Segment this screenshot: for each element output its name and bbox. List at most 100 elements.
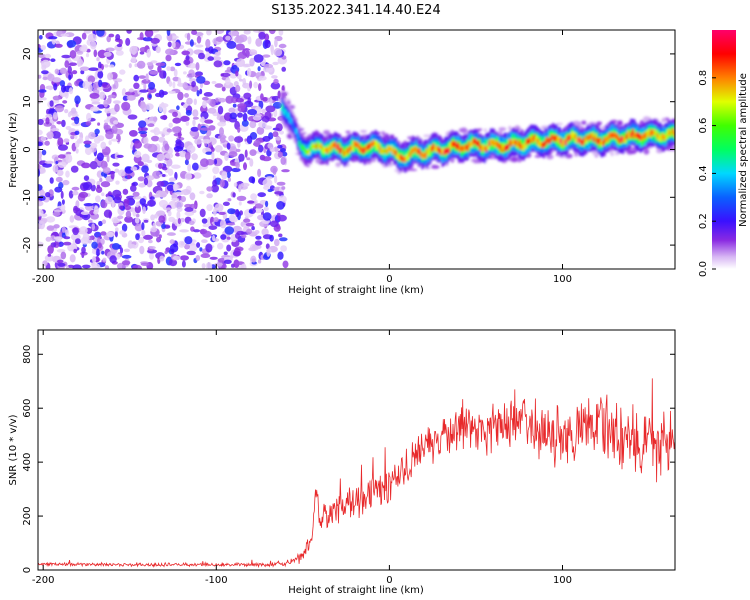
x-tick-label: -100 <box>205 274 228 285</box>
heatmap-cell <box>96 170 104 178</box>
heatmap-cell <box>110 170 115 180</box>
heatmap-cell <box>171 164 181 169</box>
heatmap-cell <box>443 149 446 156</box>
heatmap-cell <box>321 147 324 154</box>
heatmap-cell <box>134 223 143 232</box>
heatmap-cell <box>380 148 384 155</box>
heatmap-cell <box>371 141 374 147</box>
heatmap-cell <box>47 73 55 82</box>
heatmap-cell <box>269 234 274 242</box>
heatmap-cell <box>220 72 231 77</box>
heatmap-cell <box>135 201 139 208</box>
heatmap-cell <box>62 100 68 104</box>
heatmap-cell <box>38 168 41 177</box>
heatmap-cell <box>279 130 284 135</box>
heatmap-cell <box>262 178 273 187</box>
heatmap-cell <box>55 105 64 113</box>
heatmap-cell <box>179 229 190 233</box>
heatmap-cell <box>563 138 566 145</box>
spectrogram-x-label: Height of straight line (km) <box>288 285 424 296</box>
heatmap-cell <box>166 158 173 167</box>
heatmap-cell <box>105 131 114 140</box>
heatmap-cell <box>135 233 140 241</box>
heatmap-cell <box>261 115 270 123</box>
heatmap-cell <box>189 192 196 201</box>
heatmap-cell <box>411 148 415 154</box>
heatmap-cell <box>272 167 277 175</box>
heatmap-cell <box>265 105 276 113</box>
heatmap-cell <box>577 121 581 127</box>
heatmap-cell <box>643 148 650 155</box>
heatmap-cell <box>281 151 288 157</box>
heatmap-cell <box>138 130 148 134</box>
heatmap-cell <box>208 46 214 54</box>
heatmap-cell <box>644 132 647 139</box>
heatmap-cell <box>275 123 283 132</box>
heatmap-cell <box>249 149 257 157</box>
heatmap-cell <box>454 141 457 147</box>
heatmap-cell <box>362 148 365 154</box>
heatmap-cell <box>112 162 120 167</box>
heatmap-cell <box>165 54 172 62</box>
heatmap-cell <box>192 109 199 118</box>
heatmap-cell <box>53 236 63 240</box>
heatmap-cell <box>191 72 196 78</box>
y-tick-label: 400 <box>22 453 33 472</box>
heatmap-cell <box>88 67 99 71</box>
heatmap-cell <box>177 91 184 101</box>
heatmap-cell <box>508 138 511 145</box>
heatmap-cell <box>559 138 563 145</box>
heatmap-cell <box>636 132 639 144</box>
heatmap-cell <box>185 109 192 116</box>
heatmap-cell <box>62 179 70 186</box>
heatmap-cell <box>138 120 147 128</box>
heatmap-cell <box>229 86 237 96</box>
heatmap-cell <box>450 141 454 147</box>
heatmap-cell <box>277 144 283 149</box>
heatmap-cell <box>232 192 236 198</box>
heatmap-cell <box>633 132 636 139</box>
heatmap-cell <box>253 139 261 148</box>
heatmap-cell <box>83 140 92 145</box>
heatmap-cell <box>136 60 146 69</box>
heatmap-cell <box>363 146 366 153</box>
heatmap-cell <box>301 144 304 150</box>
heatmap-cell <box>228 214 236 222</box>
heatmap-cell <box>522 144 525 151</box>
heatmap-cell <box>379 147 382 154</box>
heatmap-cell <box>159 70 167 79</box>
heatmap-cell <box>418 148 421 154</box>
heatmap-cell <box>352 140 356 147</box>
heatmap-cell <box>261 156 272 162</box>
heatmap-cell <box>669 130 672 136</box>
heatmap-cell <box>57 137 64 147</box>
heatmap-cell <box>38 118 44 126</box>
heatmap-cell <box>133 150 142 158</box>
heatmap-cell <box>119 69 126 75</box>
heatmap-cell <box>393 147 396 154</box>
heatmap-cell <box>310 143 314 150</box>
heatmap-cell <box>505 144 508 151</box>
heatmap-cell <box>200 253 211 258</box>
heatmap-cell <box>355 142 359 148</box>
heatmap-cell <box>273 78 279 85</box>
heatmap-cell <box>499 144 502 150</box>
heatmap-cell <box>214 262 224 267</box>
heatmap-cell <box>228 31 239 37</box>
heatmap-cell <box>617 136 620 143</box>
heatmap-cell <box>67 245 72 252</box>
heatmap-cell <box>323 147 326 153</box>
heatmap-cell <box>210 99 216 107</box>
heatmap-cell <box>143 136 149 145</box>
heatmap-cell <box>121 254 132 259</box>
heatmap-cell <box>517 140 521 147</box>
heatmap-cell <box>61 84 66 93</box>
heatmap-cell <box>661 133 664 139</box>
heatmap-cell <box>63 236 71 240</box>
heatmap-cell <box>483 145 486 152</box>
heatmap-cell <box>404 156 407 163</box>
heatmap-cell <box>141 222 145 231</box>
heatmap-cell <box>247 97 251 105</box>
heatmap-cell <box>584 137 588 144</box>
